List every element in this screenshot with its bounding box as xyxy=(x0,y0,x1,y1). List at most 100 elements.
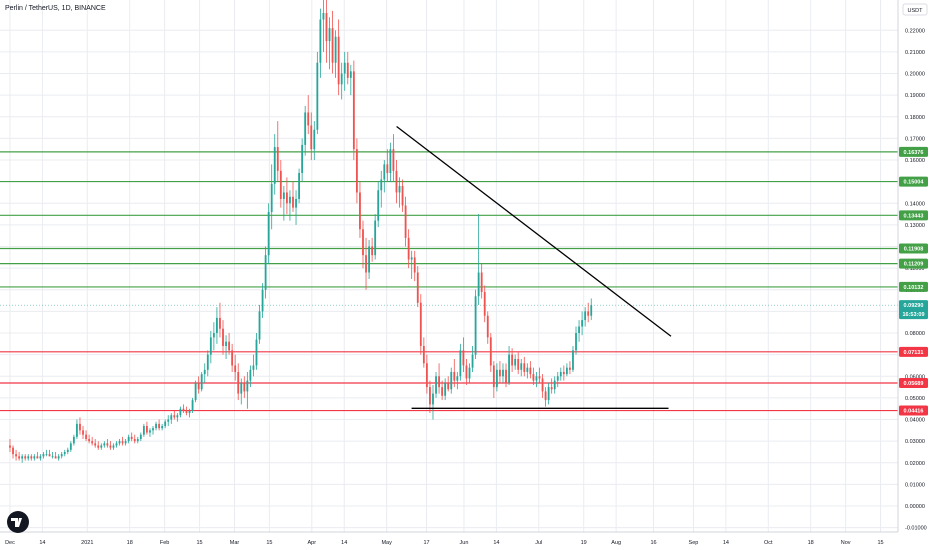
x-tick-label: 19 xyxy=(581,540,587,546)
candle-body xyxy=(532,374,535,381)
resistance-level-label: 0.11209 xyxy=(904,262,924,268)
y-tick-label: 0.21000 xyxy=(905,50,925,56)
candle-body xyxy=(21,456,24,459)
candle-body xyxy=(346,62,349,78)
candle-body xyxy=(587,311,590,316)
candle-body xyxy=(188,410,191,414)
candle-body xyxy=(109,445,112,448)
candle-body xyxy=(15,454,17,457)
candle-body xyxy=(529,367,532,375)
candle-body xyxy=(82,430,84,435)
candle-body xyxy=(310,125,313,150)
resistance-level-badge xyxy=(899,176,928,187)
x-tick-label: 18 xyxy=(808,540,814,546)
candle-body xyxy=(337,36,340,85)
candle-body xyxy=(429,387,431,405)
x-tick-label: 15 xyxy=(196,540,202,546)
resistance-level-badge xyxy=(899,210,928,221)
x-tick-label: Dec xyxy=(5,540,15,546)
candle-body xyxy=(453,371,456,381)
candle-body xyxy=(559,371,562,377)
resistance-level-label: 0.16376 xyxy=(904,150,924,156)
candle-body xyxy=(578,326,580,334)
candle-body xyxy=(301,144,304,174)
candle-body xyxy=(149,430,151,433)
candle-body xyxy=(331,28,334,63)
candle-body xyxy=(575,333,577,351)
y-tick-label: 0.02000 xyxy=(905,461,925,467)
candle-body xyxy=(413,257,416,273)
candle-body xyxy=(398,185,401,193)
bar-countdown: 16:53:09 xyxy=(902,312,924,318)
candle-body xyxy=(489,337,492,366)
candle-body xyxy=(161,426,164,429)
candle-body xyxy=(584,311,587,321)
candle-body xyxy=(191,400,194,411)
y-tick-label: 0.13000 xyxy=(905,223,925,229)
resistance-level-label: 0.11908 xyxy=(904,247,924,253)
candle-body xyxy=(477,272,480,297)
candle-body xyxy=(39,456,42,459)
y-tick-label: 0.17000 xyxy=(905,136,925,142)
candle-body xyxy=(459,350,462,377)
candle-body xyxy=(565,367,568,375)
candle-body xyxy=(112,445,115,448)
y-tick-label: 0.11000 xyxy=(905,266,924,272)
candle-body xyxy=(12,447,14,455)
candle-body xyxy=(362,229,364,256)
tradingview-logo[interactable] xyxy=(7,511,29,533)
resistance-level-badge xyxy=(899,258,928,269)
candle-body xyxy=(57,456,60,459)
candle-body xyxy=(164,421,167,427)
candle-body xyxy=(212,333,215,338)
y-tick-label: 0.06000 xyxy=(905,374,925,380)
candle-body xyxy=(322,12,325,20)
candle-body xyxy=(380,179,383,191)
candle-body xyxy=(492,365,495,388)
candle-body xyxy=(517,358,520,370)
candle-body xyxy=(146,426,148,433)
candle-body xyxy=(292,196,294,208)
currency-button[interactable] xyxy=(902,3,928,16)
candle-body xyxy=(76,423,78,437)
candle-body xyxy=(66,449,69,452)
time-axis[interactable]: Dec 14 2021 18 Feb 15 Mar 15 Apr 14 May 17 Jun 14 Jul 1… xyxy=(5,540,884,546)
candle-body xyxy=(279,170,282,199)
x-tick-label: 2021 xyxy=(81,540,93,546)
candle-body xyxy=(276,147,279,171)
x-tick-label: 16 xyxy=(650,540,656,546)
candle-body xyxy=(173,415,176,418)
candle-body xyxy=(258,311,261,340)
candle-body xyxy=(462,350,465,366)
candle-body xyxy=(313,129,316,150)
x-tick-label: 18 xyxy=(127,540,133,546)
candle-body xyxy=(118,441,121,444)
candle-body xyxy=(115,443,118,446)
resistance-level-badge xyxy=(899,281,928,292)
candle-body xyxy=(103,443,106,446)
support-level-badge xyxy=(899,346,928,357)
candle-body xyxy=(42,454,45,457)
x-tick-label: 14 xyxy=(493,540,499,546)
candle-body xyxy=(368,246,370,273)
candle-body xyxy=(319,19,322,63)
candle-body xyxy=(365,255,367,273)
trendline xyxy=(396,125,672,337)
candle-body xyxy=(197,382,200,390)
candle-body xyxy=(355,149,358,193)
candle-body xyxy=(206,354,209,370)
candle-body xyxy=(79,423,81,431)
price-badges: 0.16376 0.15004 0.13443 0.11908 0.11209 0.101… xyxy=(899,146,928,416)
candle-body xyxy=(179,408,182,416)
y-tick-label: 0.04000 xyxy=(905,418,925,424)
candle-body xyxy=(508,354,510,383)
candle-body xyxy=(553,380,556,390)
support-level-badge xyxy=(899,378,928,389)
candle-body xyxy=(85,434,87,440)
resistance-level-label: 0.15004 xyxy=(904,180,925,186)
support-level-badge xyxy=(899,405,928,416)
candle-body xyxy=(130,436,133,440)
candle-body xyxy=(158,423,161,429)
candle-body xyxy=(471,354,474,368)
